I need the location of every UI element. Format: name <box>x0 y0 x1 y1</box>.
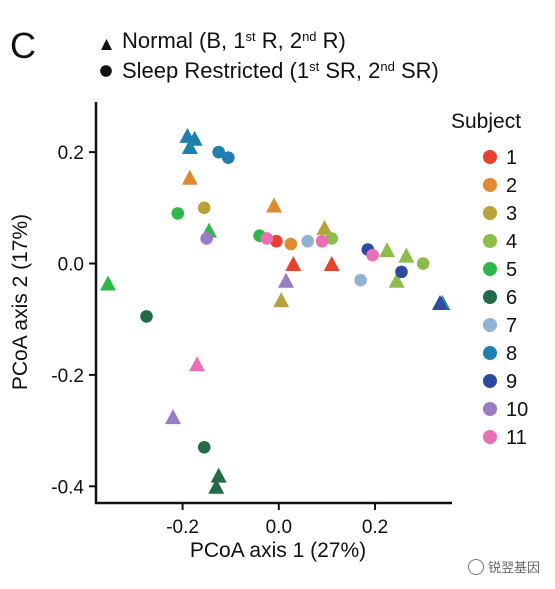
axes: 0.2 0.0 -0.2 -0.4 -0.2 0.0 0.2 <box>51 102 452 538</box>
triangle-point-subject-1 <box>323 256 340 272</box>
circle-point-subject-8 <box>212 145 225 159</box>
x-axis-title: PCoA axis 1 (27%) <box>190 539 366 562</box>
triangle-point-subject-9 <box>431 295 448 310</box>
circle-point-subject-11 <box>260 232 274 245</box>
triangle-point-subject-4 <box>379 242 396 258</box>
triangle-point-subject-6 <box>208 478 225 494</box>
data-points <box>100 127 451 494</box>
y-tick-label: -0.4 <box>51 477 84 498</box>
triangle-point-subject-2 <box>266 197 282 213</box>
legend-label-subject-9: 9 <box>506 371 517 393</box>
circle-point-subject-11 <box>366 248 379 262</box>
panel-label: C <box>10 25 36 66</box>
legend-swatch-subject-3 <box>483 206 497 220</box>
circle-point-subject-10 <box>200 232 213 245</box>
triangle-point-subject-4 <box>398 247 415 263</box>
circle-point-subject-5 <box>171 207 185 220</box>
circle-point-subject-7 <box>354 273 367 287</box>
triangle-point-subject-3 <box>273 292 290 308</box>
triangle-point-subject-1 <box>285 256 302 272</box>
triangle-point-subject-4 <box>388 272 405 288</box>
legend-label-subject-5: 5 <box>506 259 517 281</box>
legend-label-subject-6: 6 <box>506 287 517 309</box>
circle-point-subject-9 <box>395 265 408 279</box>
watermark-text: 锐翌基因 <box>488 561 541 576</box>
y-ticks: 0.2 0.0 -0.2 -0.4 <box>51 143 96 498</box>
legend-label-subject-7: 7 <box>506 315 517 337</box>
legend-swatch-subject-4 <box>483 234 497 248</box>
legend-label-subject-3: 3 <box>506 203 517 225</box>
shape-legend: Normal (B, 1st R, 2nd R) Sleep Restricte… <box>100 28 439 83</box>
legend-swatch-subject-8 <box>483 346 497 360</box>
y-tick-label: 0.0 <box>58 255 84 276</box>
circle-point-subject-3 <box>197 201 211 215</box>
legend-label-subject-11: 11 <box>506 427 527 449</box>
triangle-point-subject-10 <box>278 272 295 288</box>
triangle-point-subject-2 <box>181 169 198 185</box>
legend-swatch-subject-11 <box>483 430 497 444</box>
legend-swatch-subject-9 <box>483 374 497 388</box>
x-tick-label: -0.2 <box>166 517 199 538</box>
triangle-point-subject-11 <box>189 356 206 372</box>
circle-point-subject-4 <box>416 257 430 270</box>
wechat-logo-icon <box>468 558 484 575</box>
circle-point-subject-8 <box>221 151 235 164</box>
normal-triangle-icon <box>101 39 112 50</box>
triangle-point-subject-3 <box>316 219 333 235</box>
shape-legend-normal-label: Normal (B, 1st R, 2nd R) <box>122 28 346 53</box>
triangle-point-subject-10 <box>164 409 181 425</box>
legend-swatch-subject-2 <box>483 178 497 192</box>
triangle-point-subject-8 <box>181 139 198 155</box>
y-tick-label: 0.2 <box>58 143 84 164</box>
watermark: 锐翌基因 <box>468 557 540 576</box>
circle-point-subject-11 <box>315 234 329 248</box>
y-tick-label: -0.2 <box>51 366 84 387</box>
circle-point-subject-1 <box>270 234 283 248</box>
legend-swatch-subject-10 <box>483 402 497 416</box>
x-tick-label: 0.2 <box>362 517 388 538</box>
y-axis-title: PCoA axis 2 (17%) <box>9 214 32 390</box>
circle-point-subject-7 <box>301 234 314 248</box>
shape-legend-sleep-restricted-label: Sleep Restricted (1st SR, 2nd SR) <box>122 58 439 83</box>
legend-swatch-subject-7 <box>483 318 497 332</box>
legend-label-subject-1: 1 <box>506 147 517 169</box>
x-ticks: -0.2 0.0 0.2 <box>166 503 388 538</box>
circle-point-subject-2 <box>284 237 298 251</box>
triangle-point-subject-5 <box>100 275 117 291</box>
legend-swatch-subject-1 <box>483 150 497 164</box>
legend-label-subject-4: 4 <box>506 231 517 253</box>
legend-label-subject-10: 10 <box>506 399 528 421</box>
circle-point-subject-6 <box>140 310 153 323</box>
x-tick-label: 0.0 <box>266 517 292 538</box>
legend-title: Subject <box>451 110 521 133</box>
circle-point-subject-4 <box>325 232 339 245</box>
legend-swatch-subject-6 <box>483 290 497 304</box>
sleep-restricted-circle-icon <box>100 65 112 77</box>
legend-label-subject-2: 2 <box>506 175 517 197</box>
circle-point-subject-6 <box>197 441 211 454</box>
subject-legend: Subject 1 2 3 4 5 6 7 8 9 10 11 <box>451 110 528 449</box>
triangle-point-subject-6 <box>210 467 227 483</box>
legend-label-subject-8: 8 <box>506 343 517 365</box>
legend-swatch-subject-5 <box>483 262 497 276</box>
